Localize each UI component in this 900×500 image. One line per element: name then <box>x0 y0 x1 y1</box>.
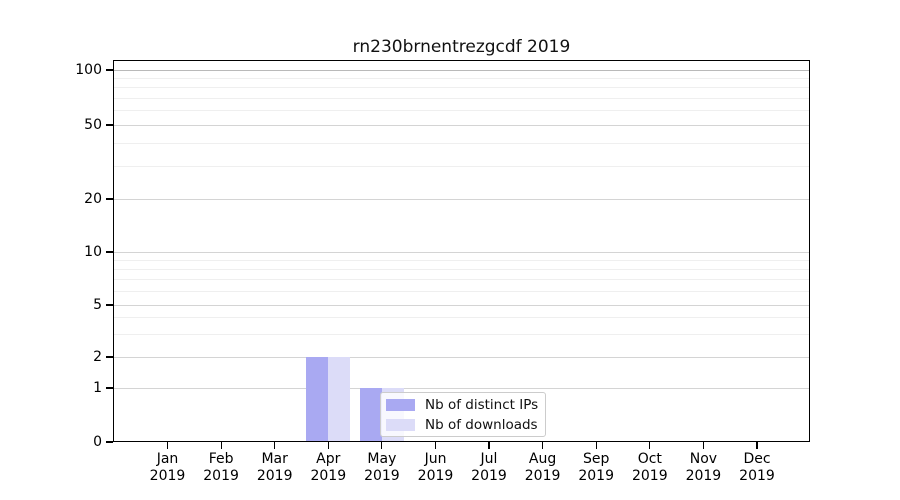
gridline-major-5 <box>113 304 810 306</box>
x-tick-label-sep-2019: Sep 2019 <box>554 451 638 485</box>
x-tick-label-mar-2019: Mar 2019 <box>233 451 317 485</box>
y-tick-2 <box>106 356 113 358</box>
x-tick-jul-2019 <box>488 442 490 449</box>
legend-item-distinct-ips: Nb of distinct IPs <box>386 398 539 412</box>
legend-label-downloads: Nb of downloads <box>425 416 538 433</box>
y-tick-5 <box>106 304 113 306</box>
x-tick-year: 2019 <box>203 468 239 484</box>
x-tick-year: 2019 <box>524 468 561 484</box>
x-tick-mar-2019 <box>274 442 276 449</box>
x-tick-nov-2019 <box>702 442 704 449</box>
gridline-minor-8 <box>113 268 810 270</box>
x-tick-month: Apr <box>316 451 341 467</box>
x-tick-label-aug-2019: Aug 2019 <box>501 451 585 485</box>
legend-swatch-distinct-ips <box>386 398 415 411</box>
x-tick-year: 2019 <box>631 468 668 484</box>
x-tick-label-feb-2019: Feb 2019 <box>179 451 263 485</box>
x-tick-month: Jan <box>156 451 179 467</box>
x-tick-label-may-2019: May 2019 <box>340 451 424 485</box>
x-tick-jan-2019 <box>166 442 169 449</box>
x-tick-label-jul-2019: Jul 2019 <box>447 451 531 485</box>
gridline-minor-30 <box>113 165 810 167</box>
x-tick-dec-2019 <box>756 442 758 449</box>
y-tick-0 <box>106 441 113 443</box>
gridline-minor-90 <box>113 77 810 79</box>
gridline-minor-60 <box>113 110 810 111</box>
gridline-minor-3 <box>113 333 810 335</box>
gridline-minor-40 <box>113 142 810 144</box>
gridline-major-10 <box>113 251 810 253</box>
y-tick-1 <box>106 387 113 389</box>
bar-nb-of-distinct-ips-may-2019 <box>359 388 382 442</box>
gridline-major-1 <box>113 387 810 389</box>
x-tick-month: Feb <box>208 451 234 467</box>
x-tick-year: 2019 <box>685 468 722 484</box>
chart-title: rn230brnentrezgcdf 2019 <box>352 37 571 57</box>
gridline-minor-70 <box>113 97 810 99</box>
bar-nb-of-downloads-apr-2019 <box>328 357 351 442</box>
x-tick-oct-2019 <box>649 442 651 449</box>
y-tick-label-2: 2 <box>93 349 102 365</box>
x-tick-month: Sep <box>582 451 610 467</box>
x-tick-label-jan-2019: Jan 2019 <box>126 451 210 485</box>
x-tick-feb-2019 <box>220 442 222 449</box>
y-tick-20 <box>106 198 113 200</box>
x-tick-year: 2019 <box>364 468 400 484</box>
gridline-minor-7 <box>113 278 810 280</box>
gridline-minor-9 <box>113 259 810 261</box>
x-tick-year: 2019 <box>417 468 454 484</box>
x-tick-month: Mar <box>261 451 288 467</box>
y-tick-label-10: 10 <box>84 244 102 260</box>
x-tick-label-oct-2019: Oct 2019 <box>608 451 692 485</box>
x-tick-year: 2019 <box>578 468 614 484</box>
x-tick-month: May <box>367 451 397 467</box>
y-tick-label-20: 20 <box>84 191 102 207</box>
x-tick-month: Oct <box>637 451 662 467</box>
x-tick-may-2019 <box>381 442 383 449</box>
gridline-major-100 <box>113 69 810 71</box>
y-tick-50 <box>106 124 113 126</box>
legend: Nb of distinct IPs Nb of downloads <box>380 392 546 437</box>
legend-label-distinct-ips: Nb of distinct IPs <box>425 396 539 413</box>
x-tick-sep-2019 <box>595 442 597 449</box>
x-tick-month: Jun <box>424 451 447 467</box>
y-tick-label-5: 5 <box>93 297 102 313</box>
gridline-major-50 <box>113 124 810 126</box>
x-tick-year: 2019 <box>256 468 293 484</box>
x-tick-jun-2019 <box>434 442 437 449</box>
y-tick-100 <box>106 69 113 71</box>
x-tick-month: Dec <box>743 451 771 467</box>
gridline-major-2 <box>113 356 810 358</box>
gridline-minor-80 <box>113 87 810 89</box>
x-tick-month: Nov <box>689 451 718 467</box>
gridline-minor-4 <box>113 317 810 319</box>
legend-swatch-downloads <box>386 418 415 431</box>
legend-item-downloads: Nb of downloads <box>386 418 539 432</box>
x-tick-year: 2019 <box>739 468 775 484</box>
y-tick-label-50: 50 <box>84 117 102 133</box>
x-tick-year: 2019 <box>310 468 347 484</box>
gridline-major-20 <box>113 198 810 200</box>
x-tick-year: 2019 <box>149 468 186 484</box>
x-tick-label-dec-2019: Dec 2019 <box>715 451 799 485</box>
y-tick-label-0: 0 <box>93 434 102 450</box>
x-tick-aug-2019 <box>542 442 544 449</box>
x-tick-label-nov-2019: Nov 2019 <box>661 451 745 485</box>
y-tick-label-1: 1 <box>93 380 102 396</box>
bar-nb-of-distinct-ips-apr-2019 <box>306 357 329 442</box>
x-tick-month: Jul <box>480 451 498 467</box>
y-tick-label-100: 100 <box>75 62 102 78</box>
x-tick-apr-2019 <box>327 442 329 449</box>
x-tick-label-jun-2019: Jun 2019 <box>394 451 478 485</box>
gridline-minor-6 <box>113 290 810 292</box>
x-tick-year: 2019 <box>471 468 507 484</box>
x-tick-month: Aug <box>528 451 557 467</box>
y-tick-10 <box>106 251 113 253</box>
x-tick-label-apr-2019: Apr 2019 <box>286 451 370 485</box>
